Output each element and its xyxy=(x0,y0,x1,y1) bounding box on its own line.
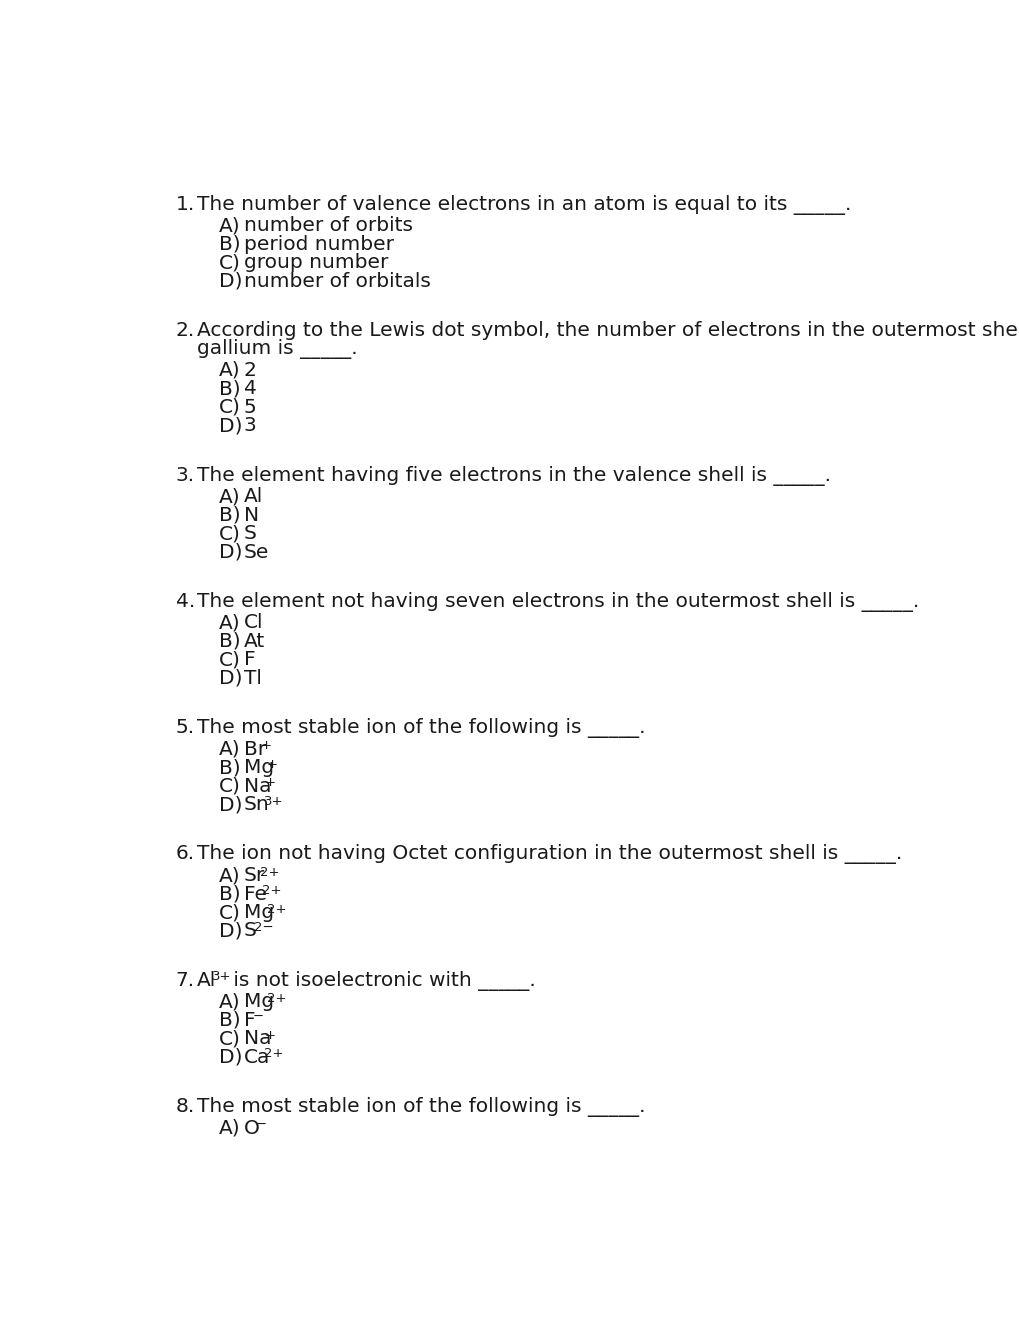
Text: +: + xyxy=(265,1028,276,1041)
Text: +: + xyxy=(267,758,278,771)
Text: A): A) xyxy=(219,866,240,884)
Text: C): C) xyxy=(219,903,240,921)
Text: C): C) xyxy=(219,253,240,272)
Text: B): B) xyxy=(219,758,240,777)
Text: number of orbits: number of orbits xyxy=(244,216,413,235)
Text: C): C) xyxy=(219,524,240,543)
Text: S: S xyxy=(244,921,257,940)
Text: B): B) xyxy=(219,884,240,903)
Text: The element not having seven electrons in the outermost shell is _____.: The element not having seven electrons i… xyxy=(197,591,918,612)
Text: gallium is _____.: gallium is _____. xyxy=(197,339,358,359)
Text: The element having five electrons in the valence shell is _____.: The element having five electrons in the… xyxy=(197,466,830,486)
Text: C): C) xyxy=(219,1030,240,1048)
Text: Se: Se xyxy=(244,543,269,561)
Text: The most stable ion of the following is _____.: The most stable ion of the following is … xyxy=(197,1097,645,1117)
Text: F: F xyxy=(244,1011,255,1030)
Text: Fe: Fe xyxy=(244,884,267,903)
Text: Br: Br xyxy=(244,739,266,759)
Text: C): C) xyxy=(219,397,240,417)
Text: −: − xyxy=(256,1118,267,1131)
Text: A): A) xyxy=(219,993,240,1011)
Text: D): D) xyxy=(219,669,243,688)
Text: B): B) xyxy=(219,632,240,651)
Text: A): A) xyxy=(219,487,240,506)
Text: Na: Na xyxy=(244,1030,271,1048)
Text: A): A) xyxy=(219,739,240,759)
Text: D): D) xyxy=(219,543,243,561)
Text: 7.: 7. xyxy=(175,970,195,990)
Text: S: S xyxy=(244,524,257,543)
Text: 2−: 2− xyxy=(254,921,273,935)
Text: Al: Al xyxy=(244,487,263,506)
Text: 1.: 1. xyxy=(175,194,195,214)
Text: 4: 4 xyxy=(244,379,257,399)
Text: 2+: 2+ xyxy=(264,1047,283,1060)
Text: Na: Na xyxy=(244,776,271,796)
Text: 2.: 2. xyxy=(175,321,195,339)
Text: 5: 5 xyxy=(244,397,256,417)
Text: The most stable ion of the following is _____.: The most stable ion of the following is … xyxy=(197,718,645,738)
Text: D): D) xyxy=(219,921,243,940)
Text: 5.: 5. xyxy=(175,718,195,737)
Text: C): C) xyxy=(219,776,240,796)
Text: Mg: Mg xyxy=(244,758,274,777)
Text: 8.: 8. xyxy=(175,1097,195,1115)
Text: +: + xyxy=(261,739,272,752)
Text: Mg: Mg xyxy=(244,993,274,1011)
Text: number of orbitals: number of orbitals xyxy=(244,272,430,290)
Text: Al: Al xyxy=(197,970,216,990)
Text: 3+: 3+ xyxy=(212,970,231,983)
Text: According to the Lewis dot symbol, the number of electrons in the outermost shel: According to the Lewis dot symbol, the n… xyxy=(197,321,1019,339)
Text: 3: 3 xyxy=(244,416,256,436)
Text: Cl: Cl xyxy=(244,614,263,632)
Text: B): B) xyxy=(219,235,240,253)
Text: C): C) xyxy=(219,651,240,669)
Text: group number: group number xyxy=(244,253,388,272)
Text: N: N xyxy=(244,506,259,524)
Text: B): B) xyxy=(219,1011,240,1030)
Text: F: F xyxy=(244,651,255,669)
Text: A): A) xyxy=(219,360,240,380)
Text: D): D) xyxy=(219,272,243,290)
Text: A): A) xyxy=(219,1118,240,1138)
Text: 3+: 3+ xyxy=(264,795,283,808)
Text: +: + xyxy=(265,776,276,789)
Text: period number: period number xyxy=(244,235,393,253)
Text: At: At xyxy=(244,632,265,651)
Text: 2: 2 xyxy=(244,360,257,380)
Text: D): D) xyxy=(219,795,243,814)
Text: −: − xyxy=(253,1010,264,1023)
Text: Ca: Ca xyxy=(244,1048,270,1067)
Text: Sn: Sn xyxy=(244,795,269,814)
Text: D): D) xyxy=(219,416,243,436)
Text: A): A) xyxy=(219,614,240,632)
Text: 6.: 6. xyxy=(175,845,195,863)
Text: D): D) xyxy=(219,1048,243,1067)
Text: 4.: 4. xyxy=(175,591,195,611)
Text: A): A) xyxy=(219,216,240,235)
Text: The ion not having Octet configuration in the outermost shell is _____.: The ion not having Octet configuration i… xyxy=(197,845,902,865)
Text: B): B) xyxy=(219,379,240,399)
Text: Sr: Sr xyxy=(244,866,265,884)
Text: Mg: Mg xyxy=(244,903,274,921)
Text: is not isoelectronic with _____.: is not isoelectronic with _____. xyxy=(227,970,536,991)
Text: 2+: 2+ xyxy=(261,884,281,898)
Text: The number of valence electrons in an atom is equal to its _____.: The number of valence electrons in an at… xyxy=(197,194,851,215)
Text: O: O xyxy=(244,1118,260,1138)
Text: B): B) xyxy=(219,506,240,524)
Text: 3.: 3. xyxy=(175,466,195,484)
Text: 2+: 2+ xyxy=(267,903,286,916)
Text: 2+: 2+ xyxy=(267,991,286,1005)
Text: Tl: Tl xyxy=(244,669,261,688)
Text: 2+: 2+ xyxy=(260,866,279,879)
